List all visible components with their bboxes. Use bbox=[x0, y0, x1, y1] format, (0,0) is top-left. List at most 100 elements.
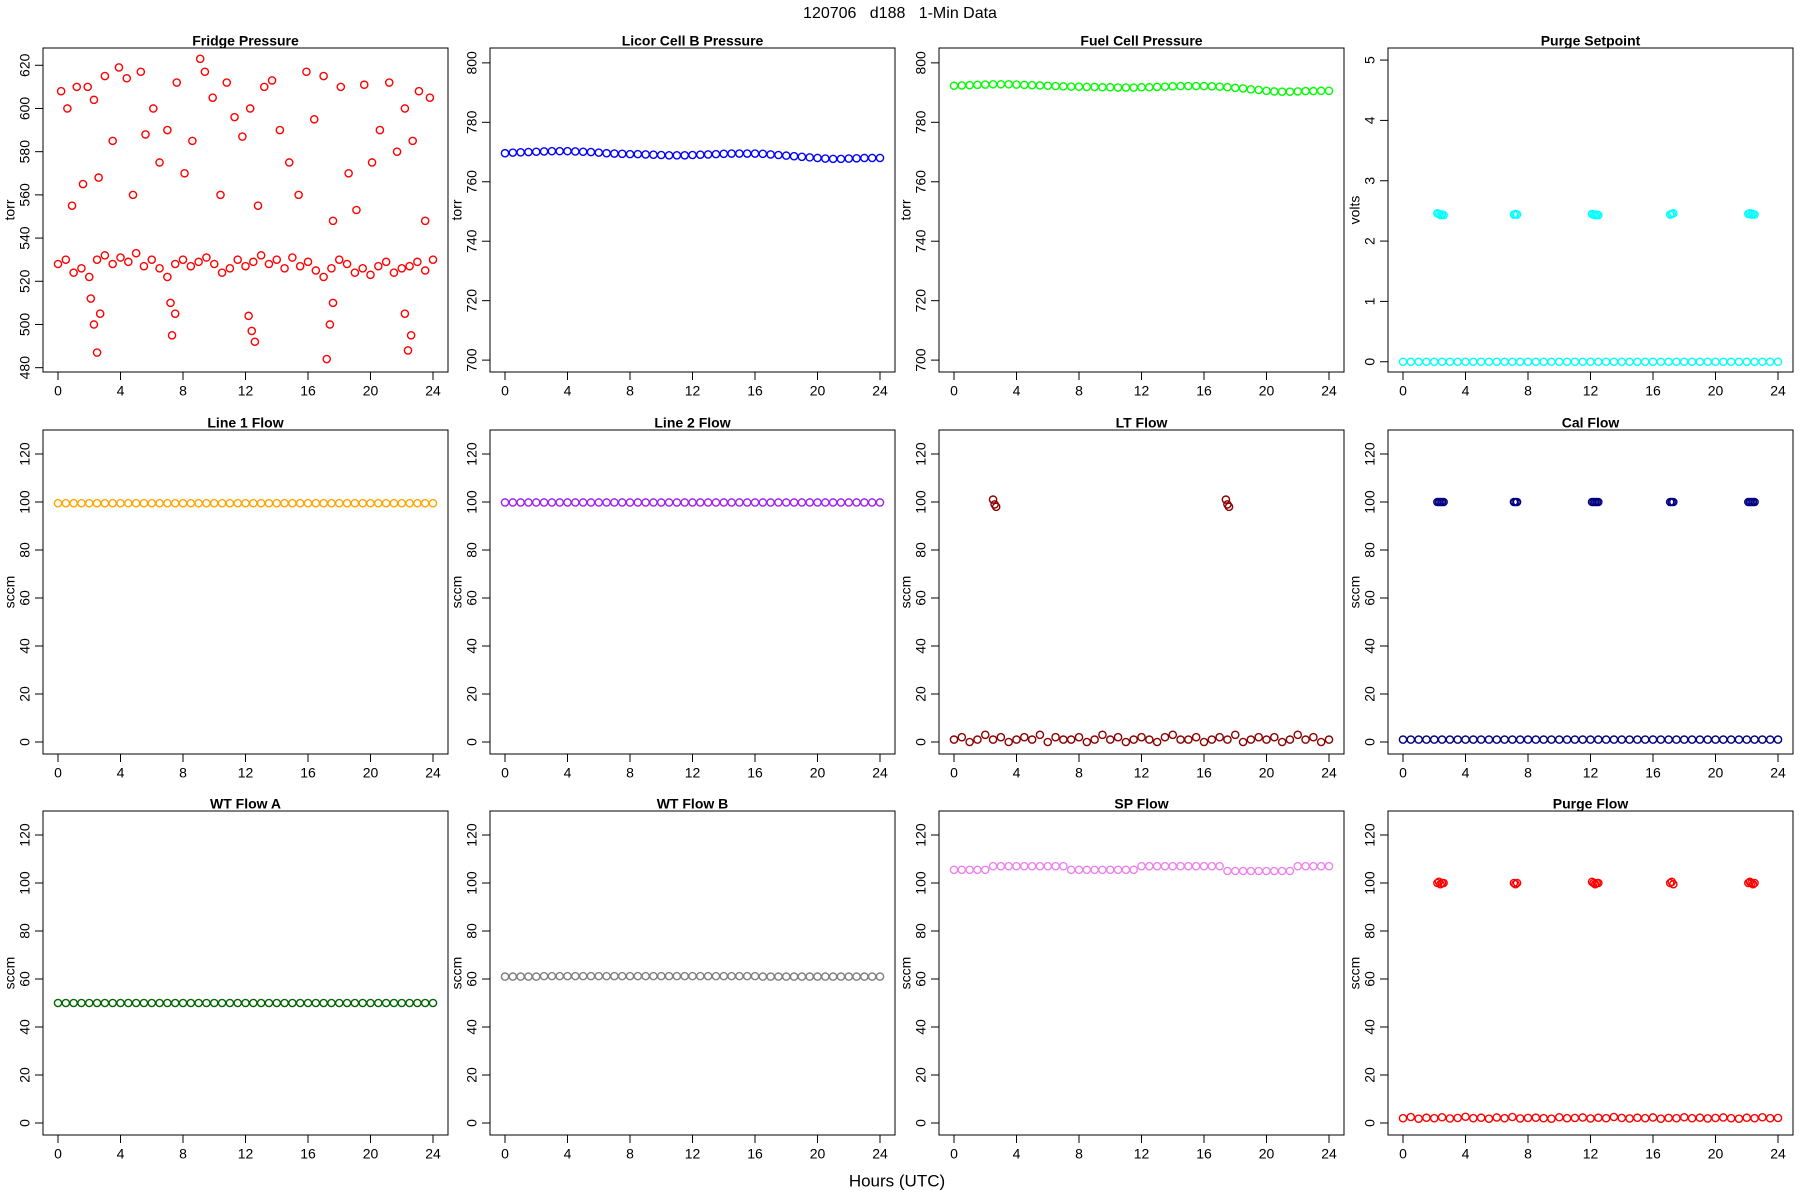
panel: Line 2 Flow sccm 0 4 8 12 16 20 24 0 20 40 60 80 100 12… bbox=[449, 415, 896, 781]
point bbox=[264, 259, 274, 269]
y-axis-label: sccm bbox=[449, 576, 465, 609]
point bbox=[1439, 878, 1448, 888]
point bbox=[1035, 730, 1045, 740]
point bbox=[1547, 1114, 1556, 1123]
point bbox=[1262, 735, 1271, 744]
plot-frame bbox=[1387, 47, 1794, 373]
point bbox=[100, 71, 110, 81]
y-axis-label: sccm bbox=[898, 576, 914, 609]
point bbox=[195, 54, 205, 64]
y-tick-label: 80 bbox=[464, 542, 480, 558]
panel: Cal Flow sccm 0 4 8 12 16 20 24 0 20 40 60 80 100 120 bbox=[1347, 415, 1794, 781]
x-tick-label: 16 bbox=[1196, 1146, 1212, 1162]
x-tick-label: 24 bbox=[425, 1146, 441, 1162]
x-tick-label: 12 bbox=[1134, 383, 1150, 399]
point bbox=[1324, 86, 1334, 96]
y-tick-label: 0 bbox=[17, 1119, 33, 1127]
point bbox=[980, 730, 990, 740]
point bbox=[1152, 737, 1162, 747]
panel: Line 1 Flow sccm 0 4 8 12 16 20 24 0 20 40 60 80 100 12… bbox=[2, 415, 449, 781]
y-tick-label: 40 bbox=[464, 1019, 480, 1035]
point bbox=[155, 158, 164, 167]
panel-title: LT Flow bbox=[1116, 415, 1168, 431]
point bbox=[428, 998, 438, 1008]
point bbox=[166, 298, 175, 308]
point bbox=[247, 326, 257, 336]
point bbox=[1324, 861, 1334, 871]
point bbox=[1184, 735, 1193, 744]
y-tick-label: 760 bbox=[464, 170, 480, 194]
x-tick-label: 12 bbox=[238, 765, 254, 781]
point bbox=[1744, 878, 1753, 888]
y-tick-label: 5 bbox=[1362, 56, 1378, 64]
x-tick-label: 20 bbox=[1259, 1146, 1275, 1162]
point bbox=[194, 257, 203, 267]
figure-title: 120706 d188 1-Min Data bbox=[803, 5, 997, 22]
panel: Fuel Cell Pressure torr 0 4 8 12 16 20 24 700 720 7… bbox=[898, 33, 1345, 399]
point bbox=[1285, 735, 1295, 744]
y-axis-label: torr bbox=[898, 199, 914, 220]
plot-frame bbox=[938, 47, 1345, 373]
y-tick-label: 2 bbox=[1362, 237, 1378, 245]
point bbox=[973, 735, 982, 744]
x-tick-label: 12 bbox=[685, 383, 701, 399]
x-tick-label: 0 bbox=[501, 383, 509, 399]
y-tick-label: 20 bbox=[17, 686, 33, 702]
plot-frame bbox=[938, 810, 1345, 1136]
x-tick-label: 0 bbox=[54, 765, 62, 781]
x-tick-label: 4 bbox=[1013, 383, 1021, 399]
plot-frame bbox=[1387, 810, 1794, 1136]
point bbox=[1461, 1112, 1470, 1122]
point bbox=[1589, 878, 1598, 888]
y-tick-label: 120 bbox=[464, 823, 480, 847]
point bbox=[1511, 879, 1520, 889]
point bbox=[200, 67, 210, 77]
y-tick-label: 40 bbox=[1362, 1019, 1378, 1035]
point bbox=[302, 67, 311, 77]
point bbox=[428, 255, 438, 264]
x-tick-label: 24 bbox=[1321, 765, 1337, 781]
point bbox=[253, 201, 263, 210]
point bbox=[988, 735, 998, 744]
point bbox=[114, 63, 124, 72]
y-tick-label: 0 bbox=[464, 1119, 480, 1127]
y-tick-label: 1 bbox=[1362, 297, 1378, 305]
y-tick-label: 20 bbox=[464, 686, 480, 702]
plot-frame bbox=[938, 429, 1345, 755]
y-tick-label: 100 bbox=[464, 871, 480, 895]
panel: Licor Cell B Pressure torr 0 4 8 12 16 20 24 700 7… bbox=[449, 33, 896, 399]
x-tick-label: 8 bbox=[1524, 765, 1532, 781]
point bbox=[1578, 1113, 1587, 1122]
point bbox=[1512, 497, 1522, 507]
point bbox=[172, 78, 182, 87]
point bbox=[284, 158, 294, 167]
plot-frame bbox=[489, 47, 896, 373]
x-tick-label: 12 bbox=[1134, 765, 1150, 781]
point bbox=[89, 320, 99, 329]
point bbox=[1672, 1113, 1681, 1123]
point bbox=[1434, 209, 1444, 219]
x-tick-label: 8 bbox=[179, 1146, 187, 1162]
point bbox=[170, 259, 180, 269]
point bbox=[136, 67, 146, 77]
point bbox=[1074, 732, 1084, 742]
y-tick-label: 120 bbox=[17, 823, 33, 847]
point bbox=[374, 261, 383, 271]
plot-frame bbox=[489, 810, 896, 1136]
point bbox=[178, 255, 188, 264]
panel: Purge Flow sccm 0 4 8 12 16 20 24 0 20 40 60 80 100 120 bbox=[1347, 796, 1794, 1162]
point bbox=[1669, 209, 1678, 218]
x-tick-label: 12 bbox=[238, 383, 254, 399]
point bbox=[56, 86, 66, 96]
x-tick-label: 24 bbox=[872, 1146, 888, 1162]
point bbox=[163, 125, 172, 135]
x-tick-label: 0 bbox=[54, 1146, 62, 1162]
x-tick-label: 24 bbox=[1321, 383, 1337, 399]
point bbox=[1285, 866, 1295, 876]
point bbox=[141, 130, 150, 139]
point bbox=[344, 168, 353, 178]
y-axis-label: sccm bbox=[1347, 576, 1363, 609]
panel: LT Flow sccm 0 4 8 12 16 20 24 0 20 40 60 80 100 120 bbox=[898, 415, 1345, 781]
y-tick-label: 0 bbox=[913, 738, 929, 746]
